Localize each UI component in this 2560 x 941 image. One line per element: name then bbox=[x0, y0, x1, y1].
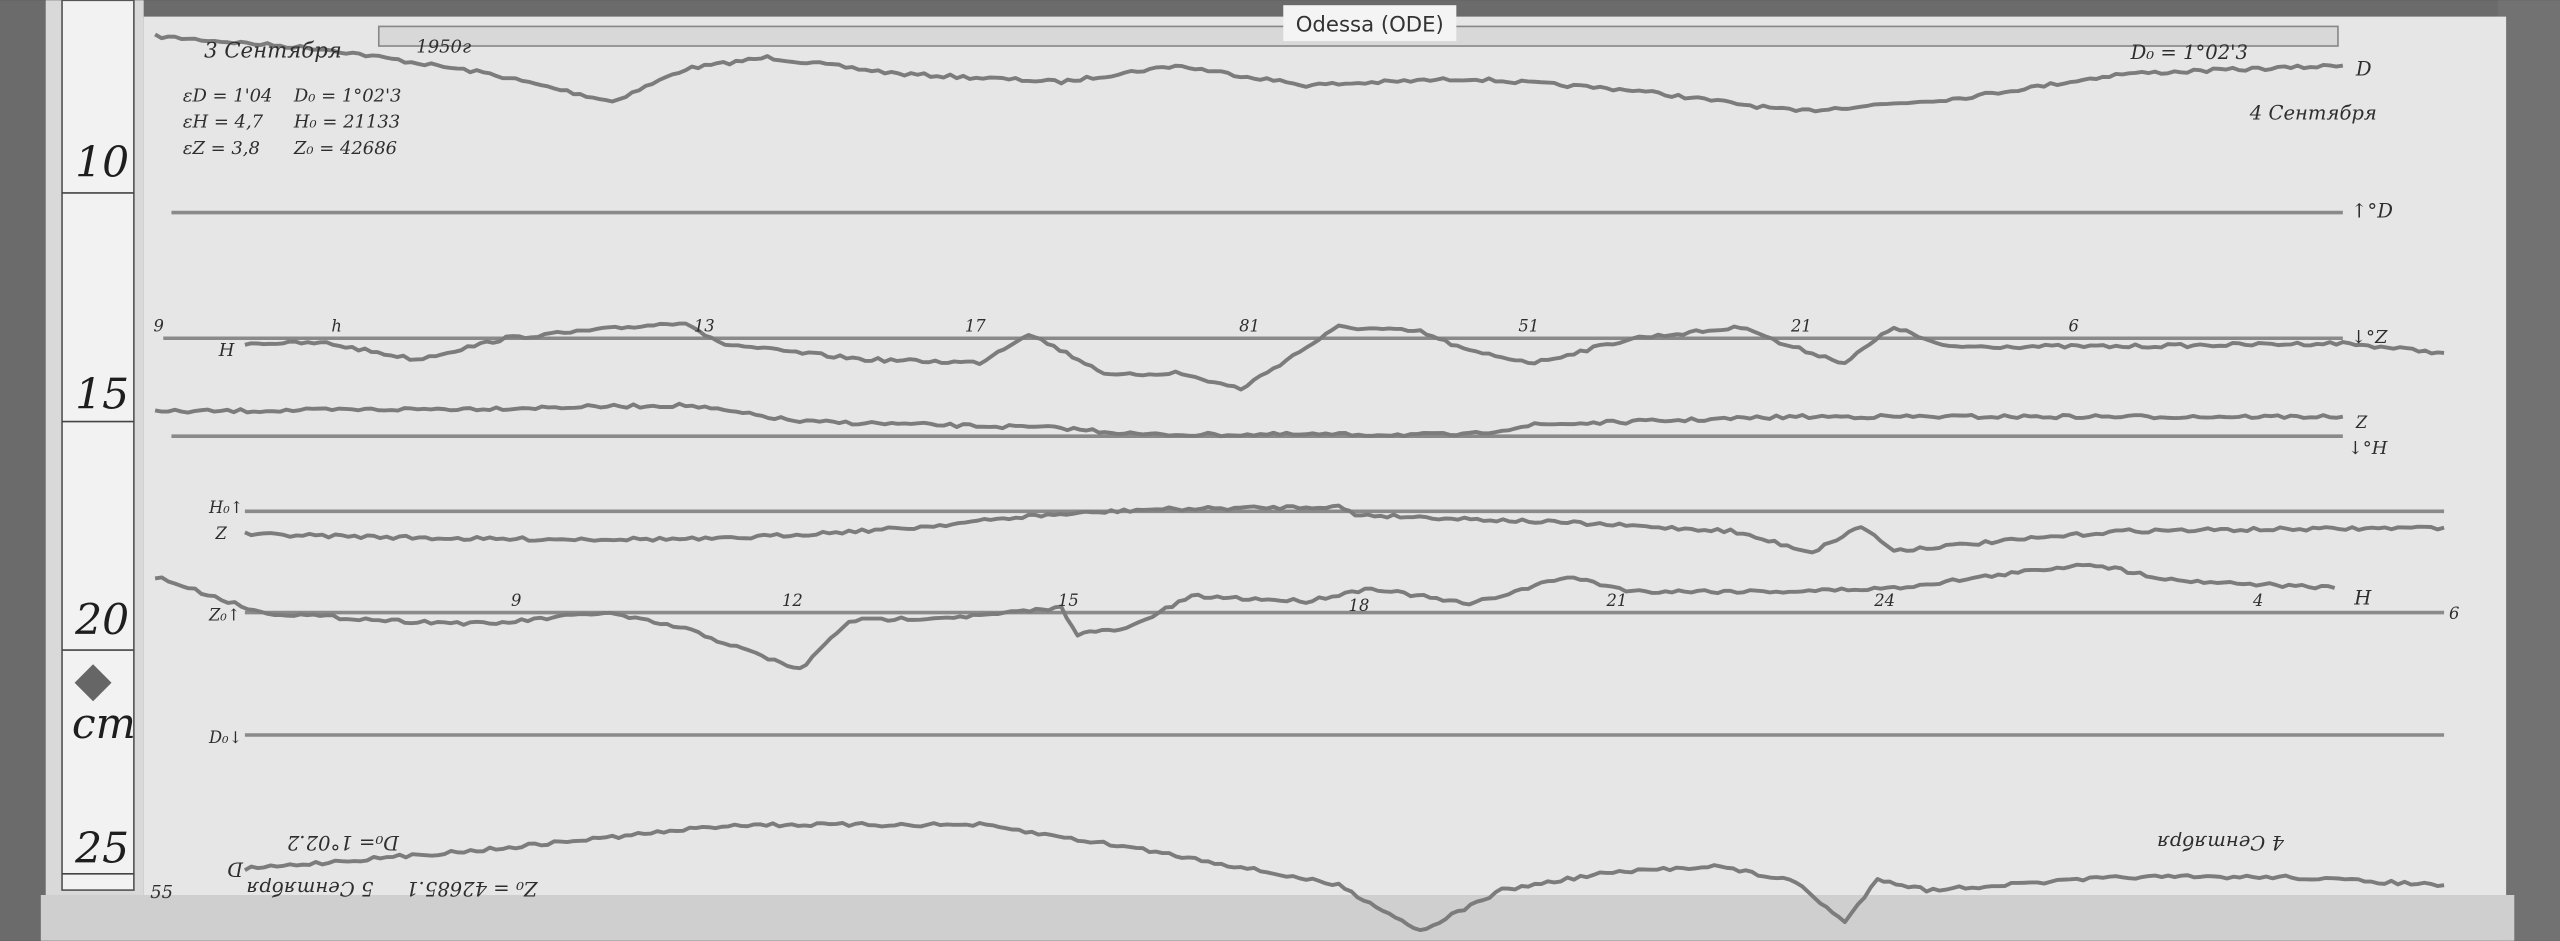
trace-z-upper bbox=[154, 401, 2344, 439]
footer-date-text: Z₀ = 42685.15 Сентября bbox=[246, 877, 538, 900]
trace-d-top bbox=[154, 32, 2344, 114]
footer-date: Z₀ = 42685.15 Сентября bbox=[246, 877, 538, 900]
lower-glass-edge bbox=[40, 894, 2515, 941]
hour-mark: 24 bbox=[1873, 591, 1895, 610]
footer-base-d: D₀= 1°02.2 bbox=[287, 831, 400, 854]
hour-mark: 21 bbox=[1606, 591, 1628, 610]
hour-mark: 15 bbox=[1058, 591, 1079, 610]
footer-date-right-text: 4 Сентября bbox=[2157, 831, 2285, 854]
hour-mark: h bbox=[331, 317, 342, 336]
traces bbox=[154, 32, 2445, 933]
ruler-mark: 10 bbox=[75, 139, 129, 188]
corner-mark: 55 bbox=[150, 882, 173, 903]
hour-mark: 4 bbox=[2252, 591, 2263, 610]
hour-mark: 9 bbox=[153, 317, 163, 336]
footer-trace-label-text: D bbox=[227, 857, 244, 880]
label-z-left: Z bbox=[215, 524, 228, 543]
label-z0-left: Z₀↑ bbox=[208, 606, 241, 625]
label-d-base: ↑°D bbox=[2351, 199, 2393, 222]
wood-right bbox=[2497, 0, 2560, 941]
ruler-unit: cm bbox=[72, 700, 136, 749]
label-h-arrow: ↓°H bbox=[2348, 438, 2388, 459]
hour-marks-upper: 9 h 13 17 81 51 21 6 bbox=[153, 317, 2078, 336]
hour-mark: 13 bbox=[694, 317, 715, 336]
hour-mark: 51 bbox=[1518, 317, 1539, 336]
base-h: H₀ = 21133 bbox=[293, 112, 400, 133]
year: 1950г bbox=[416, 37, 471, 58]
footer-date-right: 4 Сентября bbox=[2157, 831, 2285, 854]
paper-sheet bbox=[143, 16, 2507, 915]
label-h-left: H bbox=[218, 340, 235, 361]
eps-h: εH = 4,7 bbox=[183, 112, 264, 133]
hour-mark: 6 bbox=[2069, 317, 2079, 336]
ruler: 10 15 20 25 cm bbox=[45, 0, 144, 915]
hour-marks-lower: 9 12 15 18 21 24 4 bbox=[511, 591, 2263, 615]
trace-h-lower bbox=[244, 503, 2445, 555]
ruler-mark: 20 bbox=[74, 596, 129, 645]
date-end: 4 Сентября bbox=[2249, 101, 2377, 124]
label-d0-left: D₀↓ bbox=[208, 728, 242, 747]
ruler-mark: 25 bbox=[74, 824, 129, 873]
hour-mark: 17 bbox=[965, 317, 986, 336]
trace-z-lower bbox=[154, 562, 2336, 671]
footer-trace-label: D bbox=[227, 857, 244, 880]
trace-h bbox=[244, 321, 2445, 392]
label-d-top: D bbox=[2355, 57, 2372, 80]
hour-mark: 81 bbox=[1239, 317, 1260, 336]
ruler-mark: 15 bbox=[75, 370, 129, 419]
footer-base-d-text: D₀= 1°02.2 bbox=[287, 831, 400, 854]
base-z: Z₀ = 42686 bbox=[293, 138, 397, 159]
date-start: 3 Сентября bbox=[204, 38, 342, 63]
hour-mark: 9 bbox=[511, 591, 521, 610]
label-z-right: Z bbox=[2355, 413, 2368, 432]
hour-mark: 18 bbox=[1349, 596, 1370, 615]
hour-mark: 21 bbox=[1790, 317, 1812, 336]
station-label: Odessa (ODE) bbox=[1296, 12, 1444, 37]
eps-d: εD = 1'04 bbox=[183, 86, 273, 107]
base-d: D₀ = 1°02'3 bbox=[293, 86, 402, 107]
eps-z: εZ = 3,8 bbox=[183, 138, 260, 159]
station-label-box bbox=[1283, 5, 1457, 42]
label-z-arrow: ↓°Z bbox=[2351, 327, 2388, 348]
hour-mark: 12 bbox=[782, 591, 803, 610]
label-h0-left: H₀↑ bbox=[208, 498, 243, 517]
label-h-right: H bbox=[2353, 586, 2372, 609]
label-end-mark: 6 bbox=[2449, 604, 2459, 623]
trace-d-bottom bbox=[243, 821, 2445, 933]
top-right-base: D₀ = 1°02'3 bbox=[2130, 41, 2248, 64]
